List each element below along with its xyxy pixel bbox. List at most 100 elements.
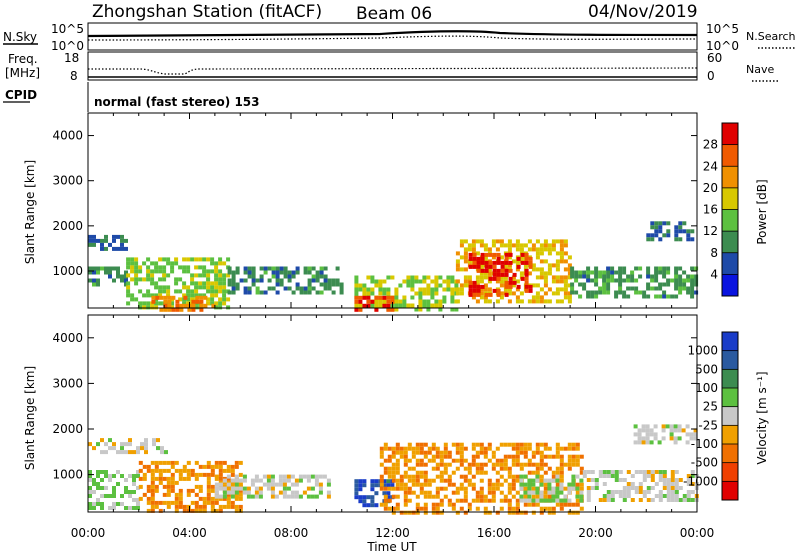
heatmap-cell: [423, 442, 428, 447]
heatmap-cell: [455, 442, 460, 447]
heatmap-cell: [430, 287, 435, 292]
heatmap-cell: [455, 259, 460, 264]
heatmap-cell: [366, 295, 371, 300]
heatmap-cell: [379, 462, 384, 467]
heatmap-cell: [138, 496, 143, 501]
heatmap-cell: [555, 446, 560, 451]
x-tick-label: 20:00: [578, 526, 613, 540]
heatmap-cell: [472, 252, 477, 257]
heatmap-cell: [642, 474, 647, 478]
heatmap-cell: [543, 259, 548, 264]
heatmap-cell: [218, 297, 223, 302]
heatmap-cell: [666, 486, 671, 490]
heatmap-cell: [410, 287, 415, 292]
heatmap-cell: [496, 276, 501, 281]
heatmap-cell: [685, 440, 690, 445]
heatmap-cell: [391, 446, 396, 451]
heatmap-cell: [403, 458, 408, 463]
heatmap-cell: [306, 486, 311, 491]
heatmap-cell: [134, 273, 139, 278]
heatmap-cell: [378, 291, 383, 296]
heatmap-cell: [146, 277, 151, 282]
heatmap-cell: [159, 307, 164, 312]
heatmap-cell: [178, 265, 183, 270]
heatmap-cell: [567, 498, 572, 503]
heatmap-cell: [507, 474, 512, 479]
heatmap-cell: [311, 278, 316, 283]
heatmap-cell: [430, 279, 435, 284]
heatmap-cell: [259, 278, 264, 283]
heatmap-cell: [524, 268, 529, 273]
heatmap-cell: [96, 474, 100, 478]
heatmap-cell: [435, 486, 440, 491]
heatmap-cell: [678, 286, 683, 291]
heatmap-cell: [547, 243, 552, 248]
heatmap-cell: [362, 303, 367, 308]
heatmap-cell: [575, 486, 580, 491]
heatmap-cell: [286, 486, 291, 491]
heatmap-cell: [415, 502, 420, 507]
heatmap-cell: [496, 268, 501, 273]
heatmap-cell: [254, 478, 259, 483]
heatmap-cell: [218, 464, 223, 469]
heatmap-cell: [622, 294, 627, 299]
heatmap-cell: [507, 287, 512, 292]
heatmap-cell: [582, 474, 587, 478]
heatmap-cell: [128, 474, 132, 478]
heatmap-cell: [666, 270, 671, 275]
heatmap-cell: [171, 295, 176, 300]
heatmap-cell: [508, 284, 513, 289]
heatmap-cell: [535, 247, 540, 252]
heatmap-cell: [132, 450, 136, 455]
heatmap-cell: [678, 266, 683, 271]
heatmap-cell: [358, 307, 363, 312]
heatmap-cell: [243, 270, 248, 275]
heatmap-cell: [570, 290, 575, 295]
heatmap-cell: [116, 450, 120, 455]
heatmap-cell: [116, 470, 120, 474]
heatmap-cell: [622, 478, 627, 482]
heatmap-cell: [178, 492, 183, 497]
heatmap-cell: [427, 458, 432, 463]
heatmap-cell: [475, 490, 480, 495]
heatmap-cell: [247, 266, 252, 271]
heatmap-cell: [279, 266, 284, 271]
heatmap-cell: [214, 486, 219, 491]
heatmap-cell: [254, 486, 259, 491]
heatmap-cell: [674, 294, 679, 299]
heatmap-cell: [275, 282, 280, 287]
heatmap-cell: [166, 257, 171, 262]
heatmap-cell: [598, 270, 603, 275]
heatmap-cell: [447, 450, 452, 455]
heatmap-cell: [238, 508, 243, 513]
heatmap-cell: [475, 279, 480, 284]
heatmap-cell: [527, 442, 532, 447]
heatmap-cell: [479, 486, 484, 491]
heatmap-cell: [370, 499, 375, 504]
heatmap-cell: [150, 480, 155, 485]
heatmap-cell: [686, 278, 691, 283]
heatmap-cell: [144, 446, 148, 451]
heatmap-cell: [491, 486, 496, 491]
heatmap-cell: [479, 490, 484, 495]
heatmap-cell: [227, 270, 232, 275]
heatmap-cell: [551, 474, 556, 479]
heatmap-cell: [575, 482, 580, 487]
heatmap-cell: [96, 238, 100, 243]
heatmap-cell: [438, 275, 443, 280]
heatmap-cell: [528, 284, 533, 289]
heatmap-cell: [586, 470, 591, 474]
colorbar-segment: [722, 274, 738, 297]
heatmap-cell: [299, 286, 304, 291]
heatmap-cell: [673, 428, 678, 433]
heatmap-cell: [222, 490, 227, 495]
heatmap-cell: [559, 259, 564, 264]
heatmap-cell: [206, 257, 211, 262]
heatmap-cell: [191, 307, 196, 312]
x-tick-label: 12:00: [375, 526, 410, 540]
colorbar-tick-label: 16: [703, 203, 718, 217]
heatmap-cell: [523, 243, 528, 248]
heatmap-cell: [174, 281, 179, 286]
heatmap-cell: [455, 446, 460, 451]
heatmap-cell: [586, 494, 591, 498]
